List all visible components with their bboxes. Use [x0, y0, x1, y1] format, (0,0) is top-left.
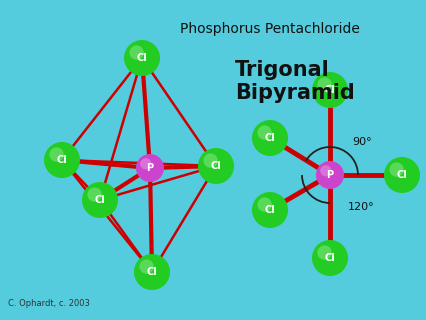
Circle shape: [257, 197, 271, 212]
Circle shape: [383, 157, 419, 193]
Text: C. Ophardt, c. 2003: C. Ophardt, c. 2003: [8, 299, 89, 308]
Circle shape: [87, 188, 101, 202]
Circle shape: [44, 142, 80, 178]
Text: Trigonal
Bipyramid: Trigonal Bipyramid: [234, 60, 354, 103]
Text: Cl: Cl: [146, 267, 157, 277]
Text: Cl: Cl: [264, 205, 275, 215]
Circle shape: [82, 182, 118, 218]
Circle shape: [389, 162, 403, 177]
Text: 120°: 120°: [347, 202, 374, 212]
Circle shape: [124, 40, 160, 76]
Circle shape: [134, 254, 170, 290]
Text: Cl: Cl: [264, 133, 275, 143]
Circle shape: [140, 158, 151, 169]
Text: P: P: [146, 163, 153, 173]
Text: Phosphorus Pentachloride: Phosphorus Pentachloride: [180, 22, 359, 36]
Text: Cl: Cl: [324, 85, 334, 95]
Text: P: P: [325, 170, 333, 180]
Circle shape: [317, 245, 331, 260]
Circle shape: [311, 72, 347, 108]
Text: 90°: 90°: [351, 137, 371, 147]
Circle shape: [136, 154, 164, 182]
Text: Cl: Cl: [136, 53, 147, 63]
Circle shape: [251, 120, 287, 156]
Circle shape: [320, 165, 331, 176]
Text: Cl: Cl: [95, 195, 105, 205]
Circle shape: [317, 77, 331, 92]
Circle shape: [315, 161, 343, 189]
Circle shape: [129, 45, 144, 60]
Text: Cl: Cl: [324, 253, 334, 263]
Text: Cl: Cl: [210, 161, 221, 171]
Circle shape: [139, 260, 153, 274]
Text: Cl: Cl: [57, 155, 67, 165]
Circle shape: [311, 240, 347, 276]
Circle shape: [49, 148, 63, 162]
Circle shape: [257, 125, 271, 140]
Circle shape: [198, 148, 233, 184]
Circle shape: [203, 153, 217, 168]
Circle shape: [251, 192, 287, 228]
Text: Cl: Cl: [396, 170, 406, 180]
